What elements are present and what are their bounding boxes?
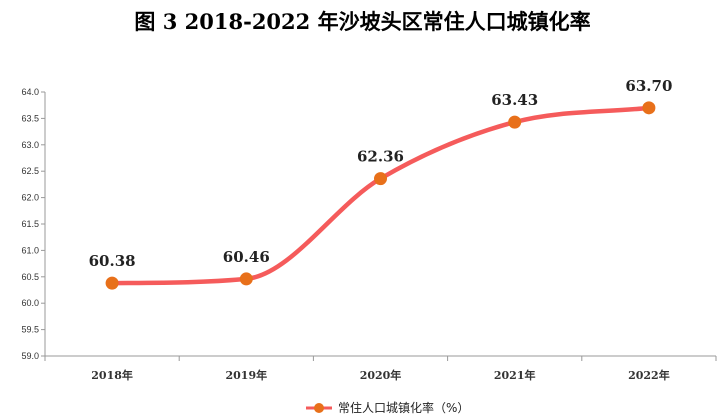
data-label: 63.70 <box>625 77 672 95</box>
data-point <box>642 101 656 115</box>
y-tick-label: 64.0 <box>21 87 39 97</box>
data-point <box>239 272 253 286</box>
y-tick-label: 61.0 <box>21 245 39 255</box>
y-tick-label: 60.0 <box>21 298 39 308</box>
y-tick-label: 63.0 <box>21 140 39 150</box>
x-tick-label: 2021年 <box>494 368 536 382</box>
chart-title: 图 3 2018-2022 年沙坡头区常住人口城镇化率 <box>134 9 591 34</box>
x-tick-label: 2018年 <box>91 368 133 382</box>
y-tick-label: 62.5 <box>21 166 39 176</box>
data-label: 60.38 <box>89 252 136 270</box>
data-point <box>105 276 119 290</box>
x-tick-label: 2022年 <box>628 368 670 382</box>
y-tick-label: 60.5 <box>21 272 39 282</box>
series-line <box>109 105 652 286</box>
data-label: 60.46 <box>223 248 270 266</box>
legend-label: 常住人口城镇化率（%） <box>338 400 469 415</box>
x-tick-label: 2019年 <box>225 368 267 382</box>
data-point <box>374 172 387 186</box>
legend-marker <box>314 403 324 413</box>
y-tick-label: 59.0 <box>21 351 39 361</box>
y-tick-label: 59.5 <box>21 325 39 335</box>
y-tick-label: 62.0 <box>21 193 39 203</box>
data-point <box>508 115 522 129</box>
data-label: 62.36 <box>357 148 404 166</box>
y-tick-label: 63.5 <box>21 113 39 123</box>
data-label: 63.43 <box>491 91 538 109</box>
x-tick-label: 2020年 <box>360 368 402 382</box>
y-tick-label: 61.5 <box>21 219 39 229</box>
